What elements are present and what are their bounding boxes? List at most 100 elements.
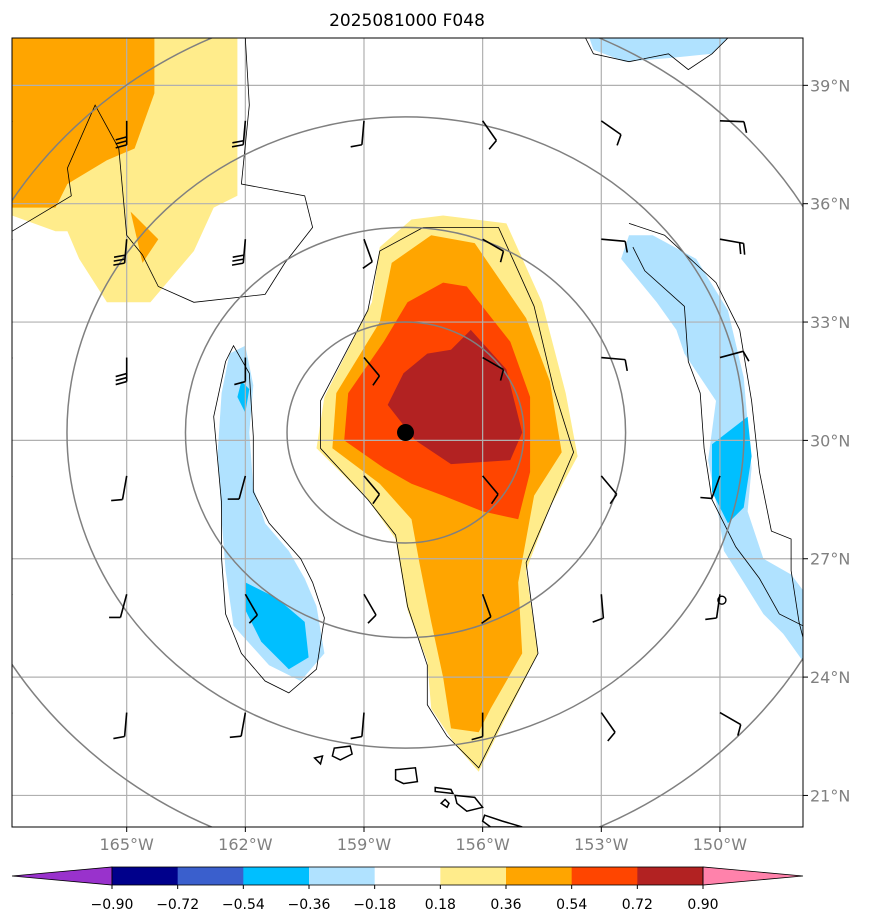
wind-barb — [109, 594, 128, 619]
colorbar-segment — [374, 867, 441, 885]
wind-barb-staff — [361, 120, 365, 145]
wind-barb — [231, 239, 247, 266]
chart-title: 2025081000 F048 — [329, 11, 485, 31]
wind-barb-feather — [113, 258, 126, 262]
colorbar-segment — [506, 867, 573, 885]
wind-barb-staff — [719, 120, 744, 123]
wind-barb-staff — [361, 712, 365, 737]
wind-barb — [362, 238, 373, 269]
wind-barb-staff — [601, 356, 626, 361]
wind-barb — [719, 120, 748, 133]
wind-barb — [0, 475, 13, 498]
storm-center-marker — [397, 424, 415, 441]
contour-line — [12, 38, 314, 303]
wind-barb-staff — [240, 712, 247, 737]
colorbar-label: −0.36 — [288, 897, 331, 913]
colorbar-label: −0.18 — [353, 897, 396, 913]
island-coastline — [331, 745, 353, 761]
wind-barb-feather — [705, 617, 717, 621]
wind-barb-feather — [113, 254, 126, 258]
wind-barb-feather — [113, 262, 125, 266]
island-coastline — [394, 766, 419, 785]
wind-barb-feather — [471, 735, 483, 741]
colorbar-label: −0.72 — [156, 897, 199, 913]
wind-barb — [0, 712, 13, 735]
map-frame — [11, 37, 804, 828]
wind-barb-feather — [607, 731, 616, 742]
colorbar: −0.90 −0.72 −0.54 −0.36 −0.18 0.18 0.36 0.54 0.7… — [11, 866, 804, 913]
wind-barb-staff — [482, 475, 499, 495]
wind-barb-staff — [12, 594, 13, 597]
colorbar-segment — [637, 867, 704, 885]
island-coastline — [439, 798, 450, 809]
y-tick-label: 33°N — [810, 313, 850, 332]
wind-barb-feather — [737, 724, 742, 736]
wind-barb-feather — [115, 372, 127, 378]
wind-barb — [481, 120, 498, 150]
wind-barb — [471, 712, 484, 741]
y-tick-label: 30°N — [810, 431, 850, 450]
wind-barb — [0, 594, 13, 617]
wind-barb — [244, 593, 259, 624]
wind-barb — [601, 238, 629, 253]
wind-barb-feather — [0, 139, 5, 140]
wind-barb-staff — [481, 120, 498, 141]
wind-barb-feather — [0, 616, 4, 617]
wind-barb-feather — [0, 496, 2, 498]
wind-barb — [600, 120, 622, 146]
colorbar-label: −0.90 — [91, 897, 134, 913]
distance-rings — [12, 38, 803, 827]
wind-barb-feather — [499, 369, 505, 381]
wind-barb — [350, 120, 365, 148]
y-axis-ticks: 39°N 36°N 33°N 30°N 27°N 24°N 21°N — [803, 76, 850, 805]
colorbar-segment — [112, 867, 179, 885]
wind-barb — [592, 594, 605, 623]
wind-barb-staff — [482, 238, 504, 252]
map-area — [0, 38, 803, 827]
contour-fill — [217, 345, 325, 681]
wind-barb-feather — [232, 139, 244, 144]
wind-barb-staff — [123, 239, 128, 264]
wind-barb — [12, 357, 13, 361]
wind-barb-staff — [715, 594, 721, 619]
wind-barb — [113, 712, 128, 740]
wind-barb — [363, 357, 381, 386]
colorbar-segment — [571, 867, 638, 885]
wind-barb-staff — [363, 475, 381, 495]
coastlines — [313, 745, 523, 827]
colorbar-label: 0.36 — [490, 897, 521, 913]
markers — [397, 424, 727, 605]
wind-barb-staff — [119, 594, 128, 618]
wind-barb-staff — [481, 593, 492, 618]
colorbar-segment — [440, 867, 507, 885]
wind-barb-staff — [244, 593, 259, 616]
wind-barb-staff — [12, 712, 13, 715]
wind-barb — [719, 711, 742, 736]
wind-barb-feather — [488, 139, 498, 150]
wind-barb-feather — [616, 134, 622, 146]
wind-barb-feather — [738, 242, 742, 255]
wind-barb-feather — [367, 614, 377, 624]
wind-barb-feather — [742, 243, 746, 255]
colorbar-segment — [177, 867, 244, 885]
wind-barb-feather — [0, 734, 4, 735]
colorbar-label: 0.72 — [622, 897, 653, 913]
wind-barb-feather — [624, 359, 629, 371]
wind-barb-feather — [232, 258, 244, 262]
wind-barb-staff — [363, 238, 373, 263]
wind-barb — [719, 350, 750, 362]
island-coastline — [434, 786, 455, 795]
wind-barb-feather — [111, 498, 123, 502]
contour-line — [320, 226, 575, 769]
wind-barb-staff — [600, 120, 622, 136]
wind-barb — [363, 475, 381, 505]
wind-barb — [600, 475, 618, 505]
wind-barb-feather — [115, 376, 127, 382]
wind-barb-staff — [363, 593, 377, 616]
colorbar-label: −0.54 — [222, 897, 265, 913]
wind-barb-feather — [113, 735, 125, 740]
wind-barb — [227, 475, 247, 500]
wind-barb-staff — [12, 120, 13, 124]
wind-barb-staff — [12, 475, 13, 478]
wind-barb-staff — [601, 238, 626, 243]
